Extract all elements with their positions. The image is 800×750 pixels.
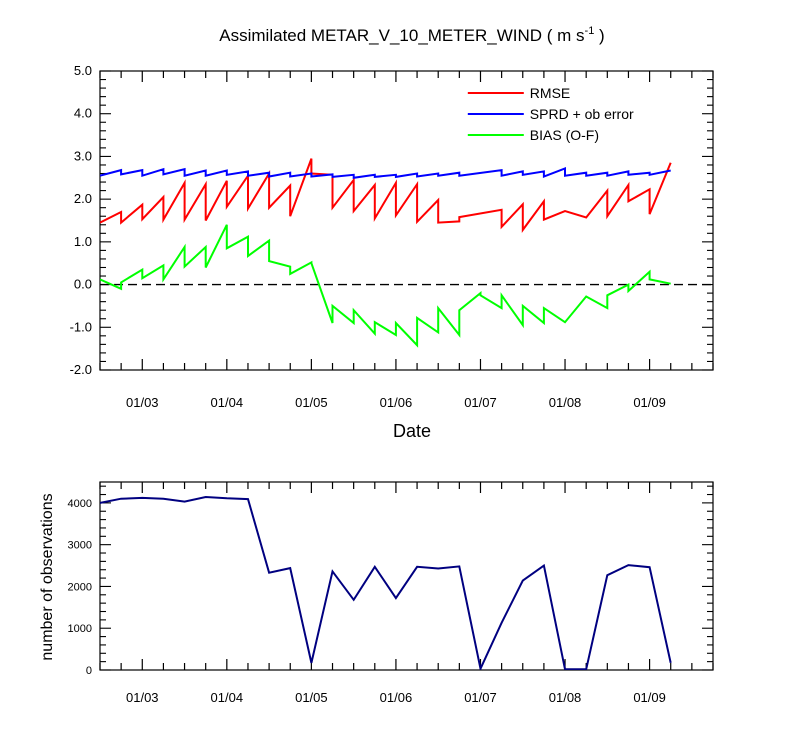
y-tick-label: 1.0 <box>74 234 92 249</box>
y-tick-label: -2.0 <box>70 362 92 377</box>
bottom-chart: 01/03 01/04 01/05 01/06 01/07 01/08 01/09 0 1000… <box>68 481 714 705</box>
x-tick-label: 01/05 <box>295 395 328 410</box>
y-tick-label: 2000 <box>68 581 92 593</box>
y-tick-label: 4.0 <box>74 106 92 121</box>
x-tick-label: 01/04 <box>211 690 244 705</box>
x-tick-label: 01/05 <box>295 690 328 705</box>
top-xlabel: Date <box>393 421 431 441</box>
y-tick-label: 3000 <box>68 540 92 552</box>
y-tick-label: 1000 <box>68 623 92 635</box>
x-tick-label: 01/08 <box>549 690 582 705</box>
x-tick-label: 01/09 <box>633 395 666 410</box>
legend-label: SPRD + ob error <box>530 106 634 122</box>
series-line-rmse <box>100 158 672 233</box>
x-tick-label: 01/03 <box>126 690 159 705</box>
series-line-bias-o-f- <box>100 224 671 348</box>
series-line-sprd-ob-error <box>100 166 671 179</box>
y-tick-label: 2.0 <box>74 191 92 206</box>
x-tick-label: 01/03 <box>126 395 159 410</box>
y-tick-label: 0 <box>86 665 92 677</box>
series-line-number-of-observations <box>100 495 672 670</box>
x-tick-label: 01/07 <box>464 690 497 705</box>
x-tick-label: 01/09 <box>633 690 666 705</box>
plot-frame-0 <box>99 70 714 371</box>
y-tick-label: 3.0 <box>74 148 92 163</box>
x-tick-label: 01/07 <box>464 395 497 410</box>
bottom-ylabel: number of observations <box>39 493 56 660</box>
plot-frame-1 <box>99 481 714 671</box>
x-tick-label: 01/04 <box>211 395 244 410</box>
y-tick-label: 4000 <box>68 498 92 510</box>
x-tick-label: 01/06 <box>380 395 413 410</box>
legend-label: RMSE <box>530 85 570 101</box>
y-tick-label: -1.0 <box>70 319 92 334</box>
x-tick-label: 01/08 <box>549 395 582 410</box>
top-chart: 01/03 01/04 01/05 01/06 01/07 01/08 01/09 -2.0 -… <box>70 63 714 410</box>
y-tick-label: 5.0 <box>74 63 92 78</box>
top-chart-title: Assimilated METAR_V_10_METER_WIND ( m s-… <box>219 25 604 45</box>
legend-label: BIAS (O-F) <box>530 127 599 143</box>
y-tick-label: 0.0 <box>74 277 92 292</box>
x-tick-label: 01/06 <box>380 690 413 705</box>
